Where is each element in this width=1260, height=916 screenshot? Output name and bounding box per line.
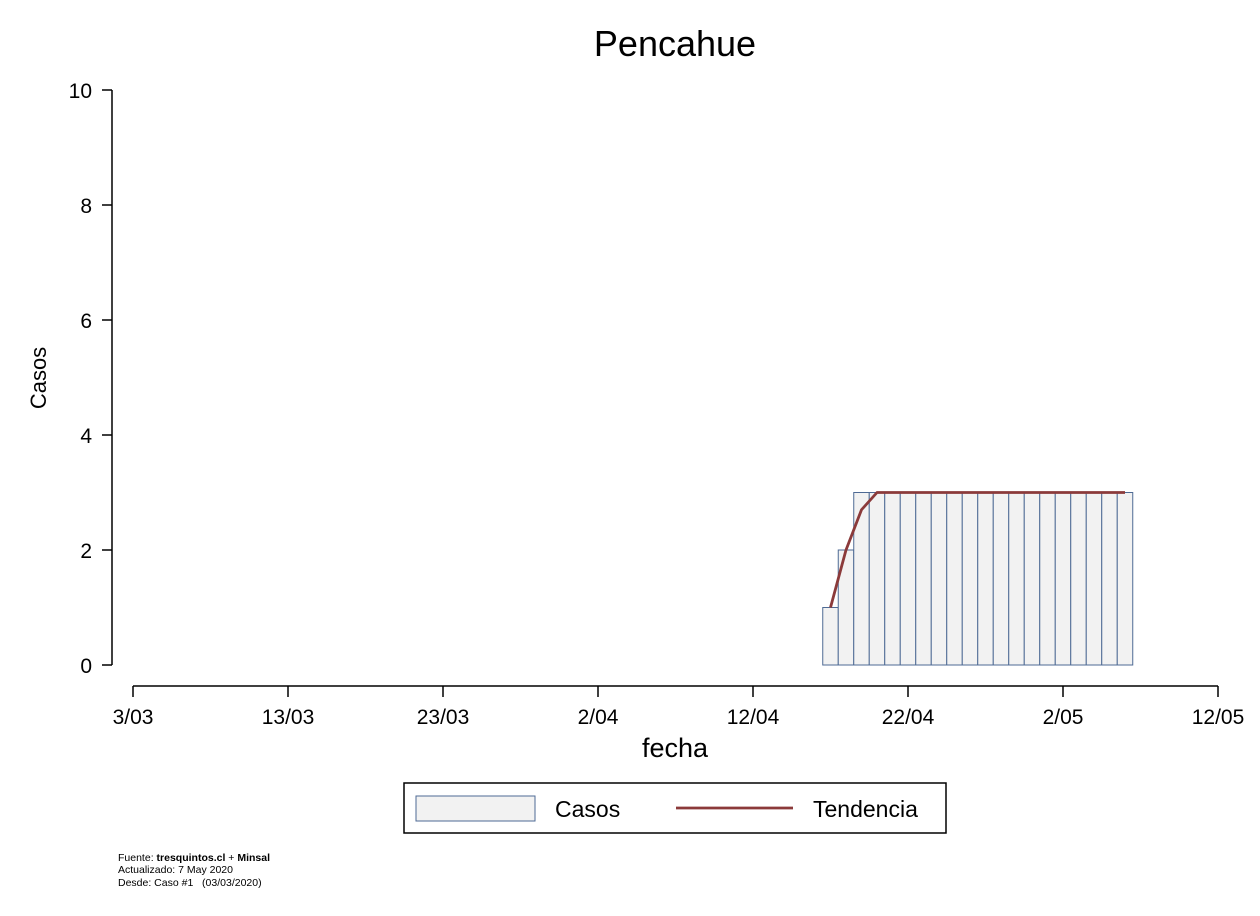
x-tick-label: 3/03 xyxy=(113,706,154,729)
x-axis-ticks: 3/03 13/03 23/03 2/04 12/04 22/04 2/05 12/05 xyxy=(113,686,1245,729)
y-axis-label: Casos xyxy=(26,347,51,409)
x-tick-label: 22/04 xyxy=(882,706,935,729)
source-note: Fuente: tresquintos.cl + Minsal Actualiz… xyxy=(118,852,270,889)
legend-label-casos: Casos xyxy=(555,796,620,822)
bar-series-casos xyxy=(822,492,1134,666)
bar-casos xyxy=(1101,492,1118,666)
source-org: Minsal xyxy=(237,852,270,864)
source-line-2: Actualizado: 7 May 2020 xyxy=(118,864,233,876)
bar-casos xyxy=(1023,492,1041,666)
bar-casos xyxy=(930,492,948,666)
y-tick-label: 10 xyxy=(69,80,92,103)
bar-casos xyxy=(977,492,994,666)
legend-swatch-casos xyxy=(415,795,536,822)
trend-line-tendencia xyxy=(829,491,1125,608)
x-tick-label: 2/04 xyxy=(578,706,619,729)
source-line-1: Fuente: tresquintos.cl + Minsal xyxy=(118,852,270,864)
bar-casos xyxy=(822,607,839,666)
x-tick-label: 12/04 xyxy=(727,706,780,729)
y-tick-label: 0 xyxy=(80,655,92,678)
y-tick-label: 4 xyxy=(80,425,92,448)
legend-label-tendencia: Tendencia xyxy=(813,796,918,822)
bar-casos xyxy=(1070,492,1087,666)
bar-casos xyxy=(853,492,870,666)
x-tick-label: 23/03 xyxy=(417,706,470,729)
bar-casos xyxy=(868,492,886,666)
bar-casos xyxy=(992,492,1010,666)
bar-casos xyxy=(1039,492,1056,666)
bar-casos xyxy=(961,492,979,666)
chart-title: Pencahue xyxy=(594,23,756,64)
y-tick-label: 6 xyxy=(80,310,92,333)
x-tick-label: 12/05 xyxy=(1192,706,1245,729)
bar-casos xyxy=(884,492,901,666)
source-site: tresquintos.cl xyxy=(157,852,226,864)
y-tick-label: 2 xyxy=(80,540,92,563)
y-tick-label: 8 xyxy=(80,195,92,218)
source-plus: + xyxy=(225,852,237,864)
source-prefix: Fuente: xyxy=(118,852,157,864)
bar-casos xyxy=(1085,492,1103,666)
bar-casos xyxy=(1008,492,1025,666)
legend: Casos Tendencia xyxy=(403,782,947,834)
y-axis-ticks: 0 2 4 6 8 10 xyxy=(69,80,112,678)
bar-casos xyxy=(1116,492,1134,666)
x-tick-label: 2/05 xyxy=(1043,706,1084,729)
bar-casos xyxy=(915,492,932,666)
source-line-3: Desde: Caso #1 (03/03/2020) xyxy=(118,877,262,889)
x-tick-label: 13/03 xyxy=(262,706,315,729)
x-axis-label: fecha xyxy=(642,733,709,763)
bar-casos xyxy=(899,492,917,666)
bar-casos xyxy=(946,492,963,666)
bar-casos xyxy=(1054,492,1072,666)
